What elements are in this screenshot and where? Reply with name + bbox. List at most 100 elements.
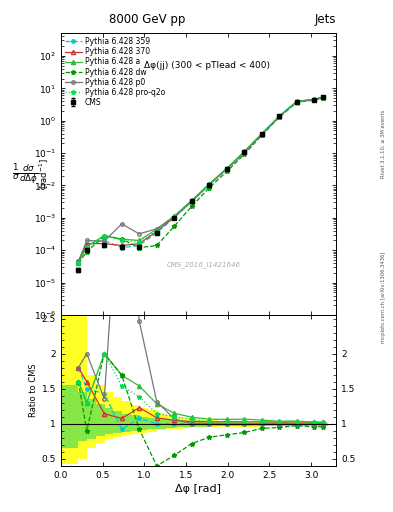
Text: Rivet 3.1.10, ≥ 3M events: Rivet 3.1.10, ≥ 3M events	[381, 109, 386, 178]
Pythia 6.428 a	[84, 244, 89, 250]
Pythia 6.428 370	[277, 113, 282, 119]
Pythia 6.428 370	[259, 131, 264, 137]
Y-axis label: Ratio to CMS: Ratio to CMS	[29, 364, 37, 417]
Pythia 6.428 p0	[84, 238, 89, 244]
Pythia 6.428 359	[102, 238, 107, 244]
Pythia 6.428 359	[242, 150, 247, 156]
Pythia 6.428 dw	[224, 168, 229, 175]
Pythia 6.428 359	[154, 229, 159, 236]
Pythia 6.428 pro-q2o	[207, 181, 212, 187]
Pythia 6.428 p0	[172, 214, 176, 220]
Pythia 6.428 370	[207, 181, 212, 187]
Pythia 6.428 pro-q2o	[154, 228, 159, 234]
Line: Pythia 6.428 359: Pythia 6.428 359	[77, 96, 324, 263]
Pythia 6.428 p0	[76, 259, 81, 265]
Pythia 6.428 pro-q2o	[172, 214, 176, 220]
Pythia 6.428 p0	[137, 231, 141, 237]
Pythia 6.428 a	[119, 236, 124, 242]
Pythia 6.428 359	[320, 94, 325, 100]
Pythia 6.428 359	[259, 131, 264, 137]
Pythia 6.428 p0	[277, 113, 282, 119]
Pythia 6.428 370	[102, 241, 107, 247]
Pythia 6.428 370	[172, 214, 176, 220]
Pythia 6.428 359	[119, 245, 124, 251]
Pythia 6.428 359	[207, 182, 212, 188]
Pythia 6.428 pro-q2o	[294, 98, 299, 104]
Pythia 6.428 359	[189, 199, 194, 205]
Pythia 6.428 p0	[119, 221, 124, 227]
Pythia 6.428 pro-q2o	[224, 165, 229, 172]
Pythia 6.428 359	[224, 166, 229, 172]
Pythia 6.428 359	[277, 113, 282, 119]
Text: [rad$^{-1}$]: [rad$^{-1}$]	[38, 159, 51, 189]
Pythia 6.428 dw	[312, 97, 317, 103]
Pythia 6.428 dw	[189, 203, 194, 209]
Text: CMS_2016_I1421646: CMS_2016_I1421646	[167, 261, 241, 268]
Pythia 6.428 dw	[154, 242, 159, 248]
Pythia 6.428 370	[154, 228, 159, 234]
Pythia 6.428 pro-q2o	[277, 113, 282, 119]
Pythia 6.428 p0	[102, 238, 107, 244]
Pythia 6.428 dw	[294, 99, 299, 105]
Pythia 6.428 370	[294, 98, 299, 104]
Pythia 6.428 370	[84, 241, 89, 247]
Text: mcplots.cern.ch [arXiv:1306.3436]: mcplots.cern.ch [arXiv:1306.3436]	[381, 251, 386, 343]
X-axis label: Δφ [rad]: Δφ [rad]	[175, 484, 222, 494]
Pythia 6.428 a	[189, 197, 194, 203]
Line: Pythia 6.428 p0: Pythia 6.428 p0	[77, 96, 324, 263]
Legend: Pythia 6.428 359, Pythia 6.428 370, Pythia 6.428 a, Pythia 6.428 dw, Pythia 6.42: Pythia 6.428 359, Pythia 6.428 370, Pyth…	[63, 35, 166, 109]
Pythia 6.428 p0	[154, 226, 159, 232]
Pythia 6.428 pro-q2o	[320, 94, 325, 100]
Line: Pythia 6.428 pro-q2o: Pythia 6.428 pro-q2o	[76, 95, 325, 266]
Pythia 6.428 a	[312, 96, 317, 102]
Pythia 6.428 a	[102, 232, 107, 239]
Pythia 6.428 359	[84, 242, 89, 248]
Pythia 6.428 370	[119, 242, 124, 248]
Pythia 6.428 a	[294, 98, 299, 104]
Pythia 6.428 p0	[189, 199, 194, 205]
Pythia 6.428 370	[76, 259, 81, 265]
Line: Pythia 6.428 a: Pythia 6.428 a	[76, 95, 325, 265]
Line: Pythia 6.428 dw: Pythia 6.428 dw	[76, 96, 325, 266]
Pythia 6.428 pro-q2o	[189, 198, 194, 204]
Pythia 6.428 p0	[242, 150, 247, 156]
Pythia 6.428 pro-q2o	[312, 96, 317, 102]
Pythia 6.428 p0	[224, 166, 229, 172]
Pythia 6.428 370	[320, 94, 325, 100]
Pythia 6.428 a	[154, 226, 159, 232]
Pythia 6.428 dw	[277, 114, 282, 120]
Text: Δφ(jj) (300 < pTlead < 400): Δφ(jj) (300 < pTlead < 400)	[144, 61, 270, 71]
Pythia 6.428 p0	[207, 182, 212, 188]
Pythia 6.428 pro-q2o	[137, 239, 141, 245]
Pythia 6.428 a	[259, 131, 264, 137]
Text: Jets: Jets	[314, 13, 336, 26]
Pythia 6.428 p0	[259, 131, 264, 137]
Pythia 6.428 dw	[137, 245, 141, 251]
Pythia 6.428 dw	[76, 260, 81, 266]
Pythia 6.428 p0	[312, 96, 317, 102]
Pythia 6.428 p0	[294, 99, 299, 105]
Pythia 6.428 dw	[119, 236, 124, 242]
Pythia 6.428 a	[172, 213, 176, 219]
Line: Pythia 6.428 370: Pythia 6.428 370	[76, 95, 325, 264]
Pythia 6.428 359	[312, 96, 317, 102]
Pythia 6.428 a	[277, 113, 282, 119]
Pythia 6.428 dw	[102, 232, 107, 239]
Pythia 6.428 dw	[259, 132, 264, 138]
Pythia 6.428 370	[137, 241, 141, 247]
Pythia 6.428 359	[76, 259, 81, 265]
Pythia 6.428 359	[172, 215, 176, 221]
Pythia 6.428 a	[76, 260, 81, 266]
Pythia 6.428 pro-q2o	[84, 244, 89, 250]
Pythia 6.428 dw	[320, 95, 325, 101]
Pythia 6.428 370	[242, 149, 247, 155]
Pythia 6.428 370	[312, 96, 317, 102]
Pythia 6.428 pro-q2o	[119, 238, 124, 244]
Pythia 6.428 a	[242, 148, 247, 155]
Pythia 6.428 359	[294, 99, 299, 105]
Pythia 6.428 a	[137, 238, 141, 244]
Pythia 6.428 pro-q2o	[242, 149, 247, 155]
Pythia 6.428 dw	[172, 223, 176, 229]
Pythia 6.428 a	[320, 94, 325, 100]
Text: $\frac{1}{\sigma}\frac{d\sigma}{d\Delta\phi}$: $\frac{1}{\sigma}\frac{d\sigma}{d\Delta\…	[12, 162, 39, 186]
